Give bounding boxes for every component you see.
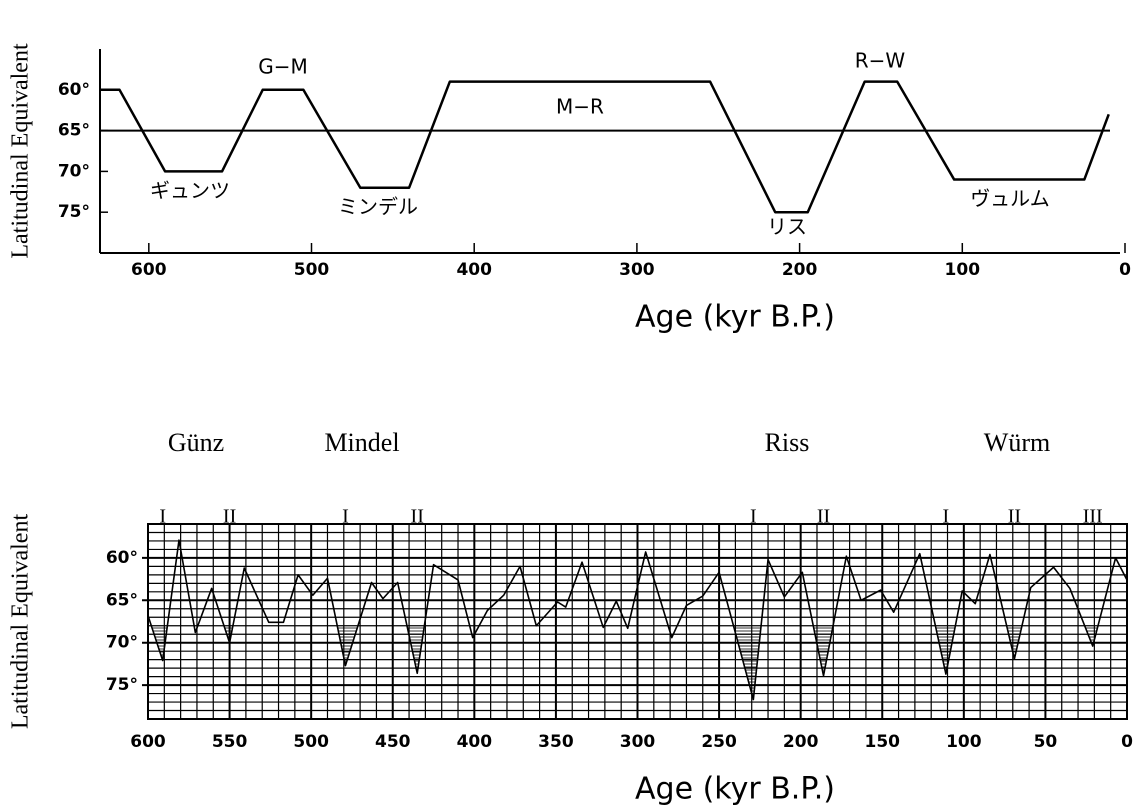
y-axis-title: Latitudinal Equivalent [8, 514, 34, 730]
glacial-label: Mindel [324, 428, 399, 457]
y-tick-label: 75° [58, 202, 90, 222]
x-axis-title: Age (kyr B.P.) [635, 300, 835, 335]
x-tick-label: 250 [701, 732, 737, 752]
x-tick-label: 200 [782, 260, 818, 280]
x-tick-label: 400 [456, 260, 492, 280]
y-tick-label: 65° [58, 121, 90, 141]
annotation: G−M [258, 55, 308, 79]
x-tick-label: 300 [620, 732, 656, 752]
y-tick-label: 75° [106, 675, 138, 695]
stadial-shade [813, 625, 834, 676]
glacial-label: Riss [765, 428, 810, 457]
stadial-label: I [159, 506, 166, 528]
x-tick-label: 550 [212, 732, 248, 752]
stadial-label: I [750, 506, 757, 528]
x-tick-label: 400 [457, 732, 493, 752]
stadial-label: I [342, 506, 349, 528]
data-line [100, 80, 1110, 214]
y-tick-label: 60° [106, 548, 138, 568]
stadial-label: II [411, 506, 424, 528]
x-tick-label: 500 [293, 732, 329, 752]
stadial-shade [733, 625, 762, 700]
x-tick-label: 600 [130, 732, 166, 752]
x-tick-label: 100 [945, 260, 981, 280]
stadial-shade [1006, 625, 1022, 659]
x-tick-label: 600 [131, 260, 167, 280]
stadial-shade [935, 625, 956, 675]
annotation: ヴュルム [970, 187, 1050, 211]
data-line [147, 539, 1128, 701]
stadial-label: I [943, 506, 950, 528]
x-tick-label: 150 [865, 732, 901, 752]
glacial-label: Günz [168, 428, 224, 457]
glacial-label: Würm [984, 428, 1050, 457]
x-tick-label: 450 [375, 732, 411, 752]
stadial-label: II [817, 506, 830, 528]
stadial-label: II [223, 506, 236, 528]
y-tick-label: 70° [58, 161, 90, 181]
annotation: ギュンツ [150, 179, 230, 203]
stadial-shade [1084, 625, 1099, 647]
annotation: ミンデル [338, 195, 418, 219]
stadial-label: II [1008, 506, 1021, 528]
x-tick-label: 300 [619, 260, 655, 280]
x-tick-label: 0 [1121, 732, 1133, 752]
stadial-label: III [1083, 506, 1103, 528]
annotation: リス [767, 215, 807, 239]
x-tick-label: 50 [1034, 732, 1058, 752]
y-tick-label: 65° [106, 590, 138, 610]
x-tick-label: 500 [294, 260, 330, 280]
stadial-shade [406, 625, 425, 674]
y-tick-label: 70° [106, 633, 138, 653]
x-tick-label: 350 [538, 732, 574, 752]
x-tick-label: 0 [1119, 260, 1131, 280]
x-tick-label: 100 [946, 732, 982, 752]
stadial-shade [337, 625, 358, 666]
x-axis-title: Age (kyr B.P.) [635, 772, 835, 807]
x-tick-label: 200 [783, 732, 819, 752]
annotation: M−R [556, 95, 604, 119]
y-tick-label: 60° [58, 80, 90, 100]
y-axis-title: Latitudinal Equivalent [8, 43, 34, 259]
annotation: R−W [855, 49, 906, 73]
